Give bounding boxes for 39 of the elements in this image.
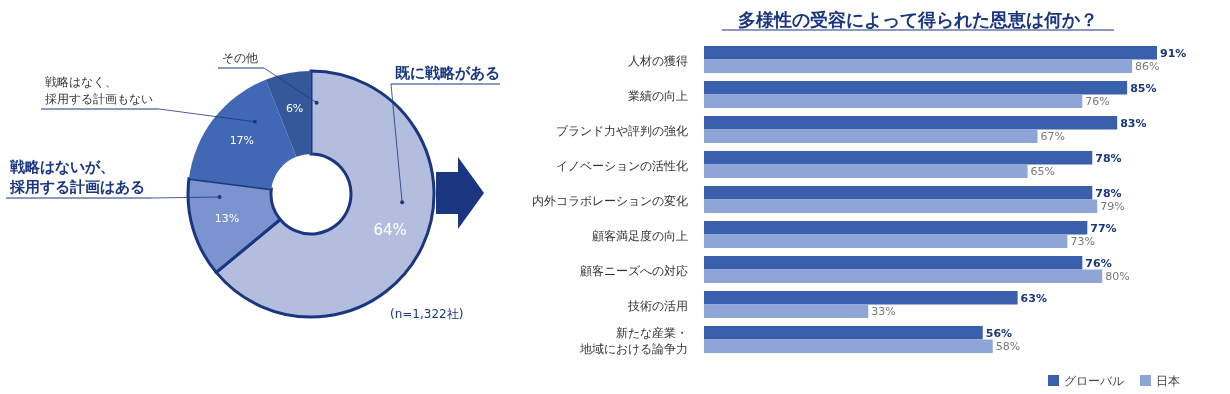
data-label: 63% <box>1020 291 1047 305</box>
y-tick-label: イノベーションの活性化 <box>556 158 688 173</box>
data-label: 17% <box>229 134 255 148</box>
y-tick-label: 業績の向上 <box>628 88 688 103</box>
data-label: 6% <box>285 102 304 116</box>
y-tick-label: 人材の獲得 <box>628 53 688 68</box>
data-label: 76% <box>1085 256 1112 270</box>
y-tick-label: 技術の活用 <box>627 298 688 313</box>
data-label: 91% <box>1160 46 1187 60</box>
data-label: 13% <box>214 212 240 226</box>
chart-title: 多様性の受容によって得られた恩恵は何か？ <box>738 9 1098 30</box>
data-label: 33% <box>871 305 896 318</box>
data-label: 86% <box>1135 60 1160 73</box>
data-label: 79% <box>1100 200 1125 213</box>
y-tick-label: 新たな産業・地域における論争力 <box>579 325 688 356</box>
slice-label: 既に戦略がある <box>395 64 500 82</box>
y-tick-label: 顧客ニーズへの対応 <box>580 263 688 278</box>
slice-label: その他 <box>222 51 258 65</box>
data-label: 67% <box>1040 130 1065 143</box>
data-label: 73% <box>1070 235 1095 248</box>
data-label: 76% <box>1085 95 1110 108</box>
data-label: 80% <box>1105 270 1130 283</box>
y-tick-label: ブランド力や評判の強化 <box>556 123 688 138</box>
data-label: 65% <box>1030 165 1056 178</box>
slice-label: 戦略はなく、採用する計画もない <box>45 75 153 106</box>
data-label: 85% <box>1130 81 1157 95</box>
legend-label: 日本 <box>1156 374 1180 388</box>
data-label: 64% <box>373 221 407 240</box>
slice-label: 戦略はないが、採用する計画はある <box>9 158 145 196</box>
y-tick-label: 顧客満足度の向上 <box>592 228 688 243</box>
data-label: 78% <box>1095 186 1122 200</box>
legend-label: グローバル <box>1064 374 1124 388</box>
y-tick-label: 内外コラボレーションの変化 <box>532 193 688 208</box>
data-label: 83% <box>1120 116 1147 130</box>
data-label: 77% <box>1090 221 1117 235</box>
data-label: 58% <box>995 340 1021 353</box>
text: (n=1,322社) <box>390 307 464 321</box>
data-label: 78% <box>1095 151 1122 165</box>
data-label: 56% <box>985 326 1013 340</box>
